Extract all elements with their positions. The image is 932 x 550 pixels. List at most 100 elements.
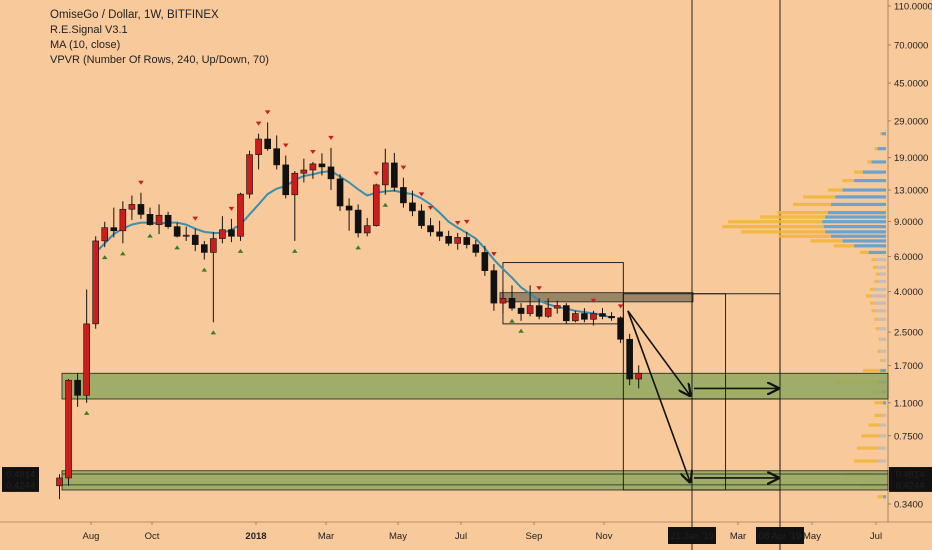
candle-body[interactable] bbox=[74, 379, 81, 396]
candle-body[interactable] bbox=[65, 379, 72, 479]
candle-body[interactable] bbox=[400, 187, 407, 204]
candle-body[interactable] bbox=[219, 229, 226, 239]
candle-body[interactable] bbox=[237, 193, 244, 237]
volume-profile-bar bbox=[803, 195, 836, 199]
candle-body[interactable] bbox=[191, 234, 199, 245]
candle-body[interactable] bbox=[409, 202, 416, 212]
volume-profile-bar bbox=[877, 279, 886, 284]
candle-body[interactable] bbox=[436, 231, 443, 237]
volume-profile-bar bbox=[868, 250, 886, 255]
candle-body[interactable] bbox=[517, 307, 525, 314]
candle-body[interactable] bbox=[553, 305, 561, 309]
price-label: 0.4244 bbox=[6, 480, 35, 491]
sell-signal-icon bbox=[138, 180, 144, 185]
candle-body[interactable] bbox=[282, 164, 290, 196]
candle-body[interactable] bbox=[445, 235, 452, 244]
candle-body[interactable] bbox=[173, 226, 181, 237]
candle-body[interactable] bbox=[535, 305, 543, 317]
candle-body[interactable] bbox=[490, 270, 498, 304]
candle-body[interactable] bbox=[255, 138, 262, 155]
candle-body[interactable] bbox=[110, 227, 118, 232]
candle-body[interactable] bbox=[481, 252, 489, 271]
candle-body[interactable] bbox=[363, 225, 371, 234]
volume-profile-bar bbox=[877, 265, 886, 269]
volume-profile-bar bbox=[793, 202, 831, 207]
volume-profile-bar bbox=[854, 459, 878, 463]
candle-body[interactable] bbox=[119, 208, 127, 232]
candle-body[interactable] bbox=[635, 372, 643, 380]
candle-body[interactable] bbox=[572, 313, 579, 322]
candle-body[interactable] bbox=[562, 305, 570, 322]
volume-profile-bar bbox=[727, 220, 823, 224]
volume-profile-bar bbox=[842, 179, 855, 183]
candle-body[interactable] bbox=[83, 323, 90, 396]
buy-signal-icon bbox=[201, 267, 208, 272]
volume-profile-bar bbox=[862, 170, 886, 174]
candle-body[interactable] bbox=[92, 240, 99, 325]
buy-signal-icon bbox=[210, 330, 217, 335]
price-label-box bbox=[2, 477, 39, 492]
sell-signal-icon bbox=[328, 135, 334, 140]
candle-body[interactable] bbox=[499, 298, 507, 304]
sell-signal-icon bbox=[590, 298, 597, 303]
candle-body[interactable] bbox=[246, 154, 253, 195]
candle-body[interactable] bbox=[418, 210, 425, 226]
y-tick-label: 70.0000 bbox=[894, 40, 928, 51]
candle-body[interactable] bbox=[309, 163, 317, 171]
candle-body[interactable] bbox=[273, 148, 281, 166]
candle-body[interactable] bbox=[336, 178, 344, 207]
candle-body[interactable] bbox=[327, 166, 335, 180]
candle-body[interactable] bbox=[318, 163, 326, 168]
y-tick-label: 4.0000 bbox=[894, 287, 923, 298]
y-tick-label: 9.0000 bbox=[894, 217, 923, 228]
candle-body[interactable] bbox=[264, 138, 271, 149]
candle-body[interactable] bbox=[427, 225, 434, 233]
candle-body[interactable] bbox=[581, 313, 588, 320]
candle-body[interactable] bbox=[626, 338, 633, 380]
candle-body[interactable] bbox=[590, 313, 597, 320]
candle-body[interactable] bbox=[391, 162, 398, 188]
candle-body[interactable] bbox=[128, 204, 136, 210]
y-tick-label: 2.5000 bbox=[894, 328, 923, 339]
candle-body[interactable] bbox=[300, 169, 308, 174]
candle-body[interactable] bbox=[291, 172, 299, 196]
candle-body[interactable] bbox=[381, 162, 389, 186]
candle-body[interactable] bbox=[201, 244, 208, 253]
candle-body[interactable] bbox=[146, 214, 154, 225]
volume-profile-bar bbox=[868, 423, 881, 427]
candle-body[interactable] bbox=[228, 229, 235, 237]
candle-body[interactable] bbox=[155, 214, 163, 225]
volume-profile-bar bbox=[823, 225, 886, 229]
x-tick-label: Jul bbox=[870, 531, 882, 542]
candle-body[interactable] bbox=[508, 298, 516, 309]
volume-profile-bar bbox=[865, 294, 872, 298]
volume-profile-bar bbox=[875, 327, 879, 331]
candle-body[interactable] bbox=[544, 307, 552, 317]
legend-indicator[interactable]: VPVR (Number Of Rows, 240, Up/Down, 70) bbox=[50, 54, 269, 66]
candle-body[interactable] bbox=[454, 237, 462, 244]
candle-body[interactable] bbox=[137, 204, 145, 215]
candle-body[interactable] bbox=[354, 209, 362, 234]
candle-body[interactable] bbox=[526, 305, 534, 314]
candle-body[interactable] bbox=[101, 227, 109, 242]
volume-profile-bar bbox=[871, 309, 876, 313]
candle-body[interactable] bbox=[182, 234, 190, 237]
legend-indicator[interactable]: R.E.Signal V3.1 bbox=[50, 24, 128, 36]
legend-indicator[interactable]: MA (10, close) bbox=[50, 39, 121, 51]
candle-body[interactable] bbox=[608, 316, 615, 319]
volume-profile-bar bbox=[877, 459, 886, 463]
candle-body[interactable] bbox=[164, 214, 172, 227]
candle-body[interactable] bbox=[345, 205, 353, 211]
candle-body[interactable] bbox=[372, 184, 380, 226]
candle-body[interactable] bbox=[472, 244, 480, 253]
candle-body[interactable] bbox=[210, 238, 217, 253]
candle-body[interactable] bbox=[463, 237, 471, 245]
x-tick-label: May bbox=[389, 531, 407, 542]
candle-body[interactable] bbox=[56, 477, 63, 487]
candle-body[interactable] bbox=[617, 317, 624, 340]
candle-body[interactable] bbox=[599, 313, 606, 317]
y-tick-label: 13.0000 bbox=[894, 186, 928, 197]
drawing-box bbox=[622, 398, 727, 491]
